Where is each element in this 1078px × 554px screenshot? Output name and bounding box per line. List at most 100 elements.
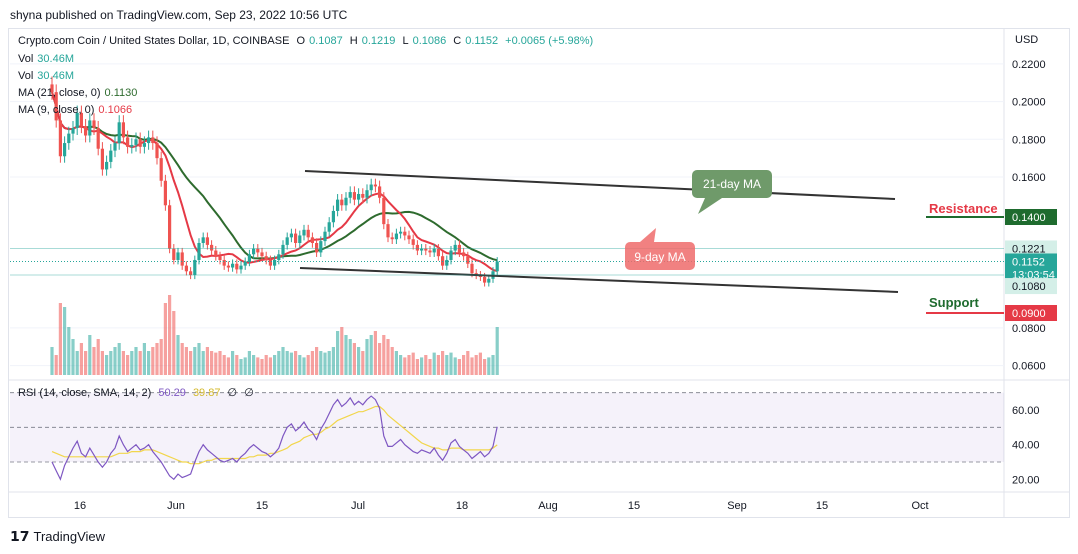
candle-body (113, 143, 117, 151)
candle-body (369, 184, 373, 191)
candle-body (75, 112, 79, 128)
candle-body (235, 263, 239, 270)
candle-body (348, 192, 352, 198)
volume-bar (478, 352, 482, 375)
candle-body (210, 244, 214, 251)
candle-body (88, 120, 92, 136)
volume-bar (436, 355, 440, 375)
volume-bar (100, 351, 104, 375)
candle-body (121, 122, 125, 138)
candle-body (151, 137, 155, 144)
rsi-legend[interactable]: RSI (14, close, SMA, 14, 2) 50.29 39.87 … (18, 386, 258, 399)
volume-bar (193, 347, 197, 375)
candle-body (420, 248, 424, 251)
publisher-line: shyna published on TradingView.com, Sep … (10, 8, 348, 22)
candle-body (289, 233, 293, 238)
volume-bar (147, 351, 151, 375)
rsi-extra-1: ∅ (227, 387, 238, 399)
volume-bar (415, 359, 419, 375)
volume-bar (88, 335, 92, 375)
volume-legend-2[interactable]: Vol 30.46M (18, 70, 78, 82)
symbol-legend: Crypto.com Coin / United States Dollar, … (18, 35, 597, 47)
volume-bar (235, 355, 239, 375)
volume-bar (121, 351, 125, 375)
price-tick-label: 0.2200 (1012, 59, 1046, 71)
volume-bar (462, 355, 466, 375)
tradingview-brand[interactable]: 𝟭𝟳 TradingView (10, 528, 105, 545)
candle-body (394, 233, 398, 240)
symbol-name[interactable]: Crypto.com Coin / United States Dollar, … (18, 35, 290, 47)
rsi-value: 50.29 (158, 387, 186, 399)
volume-bar (289, 352, 293, 375)
candle-body (483, 276, 487, 283)
high-price-tag: 0.1221 (1012, 243, 1046, 255)
volume-bar (159, 339, 163, 375)
low-price-tag-box (1005, 278, 1057, 295)
vol-value-2: 30.46M (37, 70, 74, 82)
channel-upper-line (304, 170, 896, 200)
ma21-legend[interactable]: MA (21, close, 0) 0.1130 (18, 87, 141, 99)
volume-bar (84, 351, 88, 375)
candle-body (352, 192, 356, 200)
candle-body (277, 254, 281, 260)
ma21-callout-box (692, 170, 772, 198)
volume-bar (470, 357, 474, 375)
currency-label: USD (1015, 34, 1039, 46)
candle-body (256, 248, 260, 253)
volume-bar (117, 343, 121, 375)
candle-body (222, 259, 226, 266)
ma9-legend[interactable]: MA (9, close, 0) 0.1066 (18, 104, 136, 116)
volume-bar (403, 357, 407, 375)
rsi-label: RSI (14, close, SMA, 14, 2) (18, 387, 152, 399)
candle-body (336, 199, 340, 211)
candle-body (197, 243, 201, 260)
brand-name: TradingView (33, 529, 106, 544)
rsi-extra-2: ∅ (244, 387, 254, 399)
candle-body (382, 197, 386, 225)
candle-body (50, 84, 54, 93)
candle-body (399, 231, 403, 234)
volume-bar (201, 351, 205, 375)
candle-body (306, 229, 310, 238)
high-label: H (349, 35, 358, 47)
volume-bar (344, 335, 348, 375)
candle-body (239, 265, 243, 270)
volume-bar (466, 351, 470, 375)
vol-label-2: Vol (18, 70, 34, 82)
candle-body (373, 184, 377, 187)
candle-body (63, 143, 67, 157)
resistance-tag: 0.1400 (1012, 212, 1046, 224)
volume-bar (306, 355, 310, 375)
volume-bar (369, 335, 373, 375)
volume-bar (302, 357, 306, 375)
open-value: 0.1087 (309, 35, 343, 47)
support-tag-box (1005, 305, 1057, 321)
volume-bar (134, 347, 138, 375)
candle-body (315, 243, 319, 253)
volume-bar (294, 351, 298, 375)
price-tick-label: 0.2000 (1012, 97, 1046, 109)
candle-body (142, 143, 146, 147)
close-label: C (453, 35, 462, 47)
candle-body (403, 231, 407, 236)
time-tick-label: 16 (74, 500, 86, 512)
price-tick-label: 0.0600 (1012, 361, 1046, 373)
candle-body (407, 235, 411, 240)
volume-bar (67, 327, 71, 375)
candle-body (319, 241, 323, 253)
candle-body (470, 263, 474, 274)
volume-bar (54, 355, 58, 375)
candle-body (193, 259, 197, 276)
volume-bar (155, 343, 159, 375)
high-value: 0.1219 (361, 35, 396, 47)
candle-body (411, 239, 415, 245)
candle-body (92, 120, 96, 128)
volume-bar (138, 351, 142, 375)
volume-legend-1[interactable]: Vol 30.46M (18, 53, 78, 65)
volume-bar (226, 357, 230, 375)
rsi-sma-value: 39.87 (192, 387, 221, 399)
volume-bar (365, 339, 369, 375)
volume-bar (273, 355, 277, 375)
volume-bar (445, 355, 449, 375)
high-price-tag-box (1005, 240, 1057, 257)
